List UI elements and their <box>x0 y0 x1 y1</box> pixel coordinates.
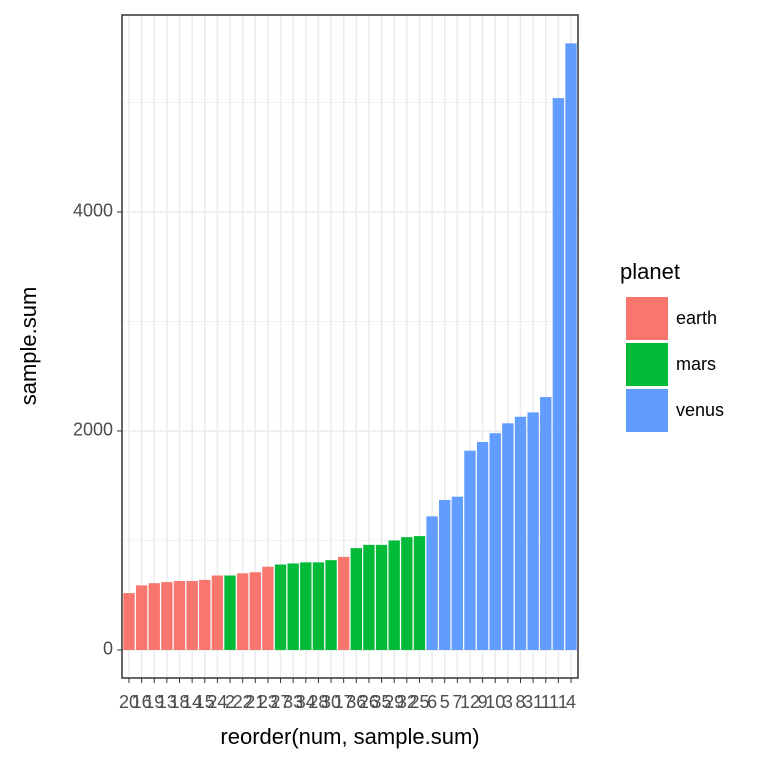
bar <box>300 562 312 650</box>
bar <box>375 544 388 650</box>
x-tick-label: 24 <box>207 692 227 712</box>
bar <box>249 572 261 650</box>
bar <box>502 423 514 650</box>
x-tick-label: 20 <box>119 692 139 712</box>
x-tick-label: 12 <box>460 692 480 712</box>
x-tick-label: 28 <box>308 692 328 712</box>
bar <box>464 450 476 650</box>
bar <box>363 544 375 650</box>
x-tick-label: 21 <box>245 692 265 712</box>
x-tick-label: 13 <box>157 692 177 712</box>
bar <box>148 583 160 650</box>
x-tick-label: 35 <box>372 692 392 712</box>
bar <box>274 564 287 650</box>
x-tick-label: 1 <box>541 692 551 712</box>
bar <box>350 548 362 650</box>
bar <box>514 416 527 650</box>
x-tick-label: 23 <box>258 692 278 712</box>
x-tick-label: 34 <box>296 692 316 712</box>
bar <box>211 575 224 650</box>
bar <box>173 580 186 650</box>
x-tick-label: 32 <box>397 692 417 712</box>
x-tick-label: 10 <box>485 692 505 712</box>
legend-title: planet <box>620 259 680 284</box>
x-tick-label: 18 <box>169 692 189 712</box>
bar <box>552 98 565 650</box>
x-tick-label: 33 <box>283 692 303 712</box>
x-tick-label: 25 <box>409 692 429 712</box>
bar <box>123 593 135 650</box>
bar <box>161 582 173 650</box>
legend-key <box>626 389 668 432</box>
x-tick-label: 4 <box>566 692 576 712</box>
legend-label: venus <box>676 400 724 420</box>
bar <box>199 579 211 650</box>
x-tick-label: 3 <box>503 692 513 712</box>
legend-label: earth <box>676 308 717 328</box>
x-tick-label: 27 <box>271 692 291 712</box>
y-tick-label: 4000 <box>73 201 113 221</box>
x-tick-label: 7 <box>452 692 462 712</box>
x-tick-label: 17 <box>334 692 354 712</box>
x-tick-label: 36 <box>346 692 366 712</box>
bar <box>224 575 236 650</box>
x-axis-label: reorder(num, sample.sum) <box>220 724 479 749</box>
bar <box>476 441 489 650</box>
bar <box>489 433 501 650</box>
y-tick-label: 0 <box>103 639 113 659</box>
bar <box>413 536 426 650</box>
bar <box>262 566 274 650</box>
x-tick-label: 15 <box>195 692 215 712</box>
bar <box>565 43 577 650</box>
bar <box>451 496 464 650</box>
x-tick-label: 6 <box>427 692 437 712</box>
x-tick-label: 29 <box>384 692 404 712</box>
panel-border <box>121 14 579 679</box>
bar <box>186 580 198 650</box>
bar <box>439 499 451 650</box>
bar <box>325 560 337 650</box>
bar <box>338 556 350 650</box>
x-tick-label: 30 <box>321 692 341 712</box>
x-tick-label: 14 <box>182 692 202 712</box>
bar <box>135 585 148 650</box>
x-tick-label: 22 <box>233 692 253 712</box>
legend-label: mars <box>676 354 716 374</box>
bar <box>287 563 299 650</box>
x-tick-label: 5 <box>440 692 450 712</box>
legend-key <box>626 297 668 340</box>
x-tick-label: 19 <box>144 692 164 712</box>
bar <box>236 573 249 650</box>
x-tick-label: 9 <box>478 692 488 712</box>
x-tick-label: 8 <box>515 692 525 712</box>
x-tick-label: 16 <box>132 692 152 712</box>
x-tick-label: 26 <box>359 692 379 712</box>
y-axis-label: sample.sum <box>16 287 41 406</box>
x-tick-label: 11 <box>549 692 568 712</box>
legend-key <box>626 343 668 386</box>
x-tick-label: 2 <box>225 692 235 712</box>
bar <box>388 540 400 650</box>
bar <box>401 537 413 650</box>
bar <box>527 412 539 650</box>
bar <box>426 516 438 650</box>
bar <box>312 562 325 650</box>
bar <box>540 397 552 650</box>
x-tick-label: 31 <box>523 692 543 712</box>
y-tick-label: 2000 <box>73 420 113 440</box>
